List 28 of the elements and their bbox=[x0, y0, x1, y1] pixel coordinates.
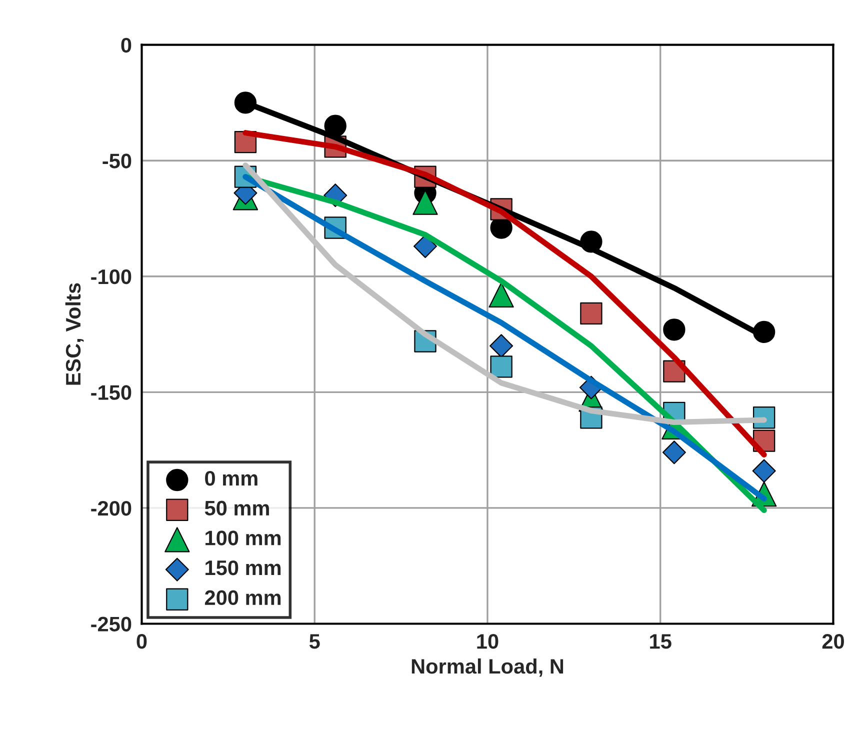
point bbox=[663, 318, 686, 341]
point bbox=[490, 356, 512, 378]
legend-label: 0 mm bbox=[205, 470, 258, 486]
point bbox=[413, 234, 437, 258]
point bbox=[662, 440, 686, 464]
y-tick-label: -200 bbox=[91, 500, 132, 516]
y-tick-label: -50 bbox=[102, 154, 132, 168]
legend-label: 50 mm bbox=[204, 500, 269, 516]
x-tick-label: 10 bbox=[477, 634, 498, 649]
point bbox=[752, 459, 776, 483]
legend-label: 150 mm bbox=[206, 560, 281, 576]
x-tick-label: 5 bbox=[309, 634, 320, 649]
x-axis-title: Normal Load, N bbox=[412, 658, 564, 677]
y-axis-title: ESC, Volts bbox=[65, 283, 84, 385]
y-tick-label: -250 bbox=[91, 616, 132, 632]
point bbox=[412, 190, 438, 215]
legend-label: 200 mm bbox=[204, 590, 281, 606]
y-tick-label: -150 bbox=[91, 385, 132, 400]
x-tick-label: 20 bbox=[822, 634, 844, 649]
legend-label: 100 mm bbox=[206, 530, 281, 546]
point bbox=[580, 302, 602, 325]
x-tick-label: 15 bbox=[650, 634, 672, 649]
point bbox=[490, 334, 514, 358]
x-tick-label: 0 bbox=[136, 634, 147, 649]
point bbox=[324, 114, 346, 137]
y-tick-label: 0 bbox=[121, 38, 132, 53]
y-tick-label: -100 bbox=[91, 269, 132, 284]
point bbox=[488, 282, 514, 308]
